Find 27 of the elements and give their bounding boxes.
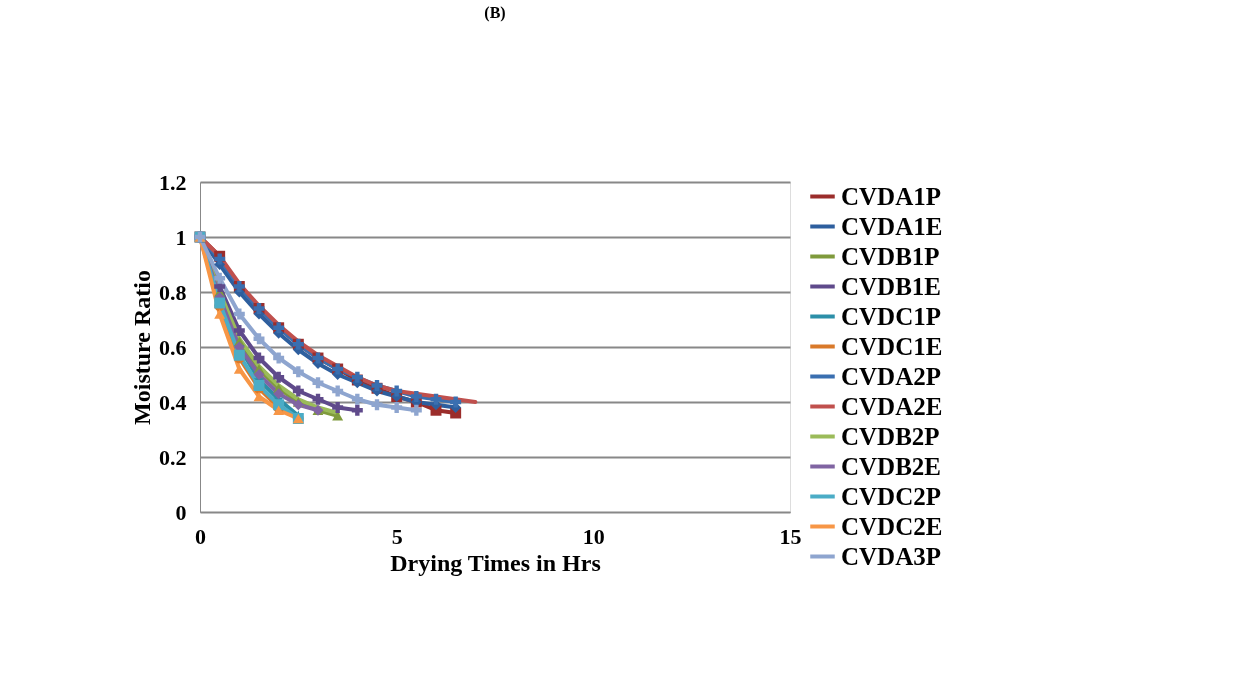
y-tick-label: 0 <box>175 499 187 525</box>
x-tick-label: 15 <box>779 523 802 549</box>
legend-label: CVDA2P <box>841 362 941 390</box>
legend-label: CVDB1P <box>841 242 940 270</box>
legend-label: CVDA1E <box>841 212 943 240</box>
y-tick-label: 1 <box>175 224 187 250</box>
x-axis-title: Drying Times in Hrs <box>390 549 601 576</box>
legend-label: CVDC1P <box>841 302 941 330</box>
legend-label: CVDB1E <box>841 272 942 300</box>
legend-label: CVDB2E <box>841 452 942 480</box>
chart-title: (B) <box>484 4 506 22</box>
y-tick-label: 1.2 <box>159 169 187 195</box>
x-tick-label: 10 <box>582 523 605 549</box>
x-tick-label: 5 <box>391 523 403 549</box>
legend-label: CVDC2P <box>841 482 941 510</box>
legend-label: CVDA2E <box>841 392 943 420</box>
x-tick-label: 0 <box>195 523 206 549</box>
y-tick-label: 0.4 <box>159 389 187 415</box>
y-tick-label: 0.6 <box>159 334 187 360</box>
y-tick-label: 0.2 <box>159 444 187 470</box>
legend-label: CVDB2P <box>841 422 940 450</box>
legend-label: CVDA1P <box>841 182 941 210</box>
y-tick-label: 0.8 <box>159 279 187 305</box>
legend-label: CVDA3P <box>841 542 941 570</box>
y-axis-title: Moisture Ratio <box>129 270 155 425</box>
legend-label: CVDC1E <box>841 332 943 360</box>
legend-label: CVDC2E <box>841 512 943 540</box>
